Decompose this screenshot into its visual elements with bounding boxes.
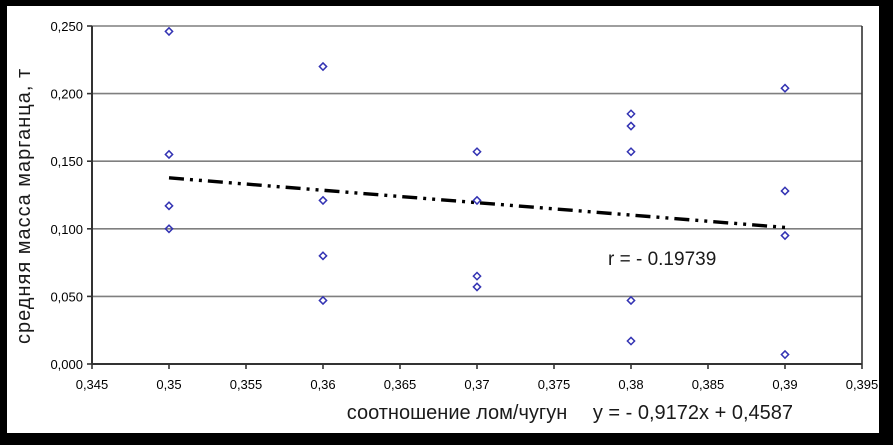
data-point (472, 271, 482, 281)
y-tick-label: 0,250 (50, 19, 83, 34)
data-point (472, 195, 482, 206)
data-point (626, 121, 636, 131)
data-point (780, 186, 790, 196)
y-tick-label: 0,200 (50, 87, 83, 102)
data-point (318, 295, 328, 306)
x-tick-label: 0,355 (230, 377, 263, 392)
x-tick-label: 0,375 (538, 377, 571, 392)
y-tick-label: 0,100 (50, 222, 83, 237)
x-tick-label: 0,365 (384, 377, 417, 392)
y-tick-label: 0,150 (50, 154, 83, 169)
x-tick-label: 0,395 (846, 377, 879, 392)
data-point (318, 61, 328, 72)
data-point (164, 149, 174, 160)
y-tick-label: 0,000 (50, 357, 83, 372)
x-tick-label: 0,35 (156, 377, 181, 392)
data-point (626, 336, 636, 346)
data-point (472, 282, 482, 292)
y-tick-label: 0,050 (50, 289, 83, 304)
data-point (780, 230, 790, 241)
scatter-plot-svg: 0,345 0,35 0,355 0,36 0,365 0,37 0,375 0,38 0,38… (50, 19, 879, 392)
x-tick-label: 0,36 (310, 377, 335, 392)
r-annotation: r = - 0.19739 (608, 249, 717, 270)
data-point (472, 147, 482, 157)
data-point (164, 201, 174, 211)
x-tick-label: 0,385 (692, 377, 725, 392)
x-axis-title: соотношение лом/чугун (346, 402, 568, 424)
trend-equation: y = - 0,9172x + 0,4587 (592, 402, 793, 424)
data-point (626, 295, 636, 306)
x-tick-label: 0,38 (618, 377, 643, 392)
trend-line (168, 176, 786, 230)
data-point (626, 109, 636, 119)
x-tick-label: 0,37 (464, 377, 489, 392)
data-point (164, 26, 174, 37)
x-tick-label: 0,345 (76, 377, 109, 392)
data-point (318, 251, 328, 261)
data-point (780, 83, 790, 93)
data-point (318, 195, 328, 206)
data-point (626, 147, 636, 157)
data-point (780, 349, 790, 360)
x-tick-label: 0,39 (772, 377, 797, 392)
data-point (164, 224, 174, 234)
